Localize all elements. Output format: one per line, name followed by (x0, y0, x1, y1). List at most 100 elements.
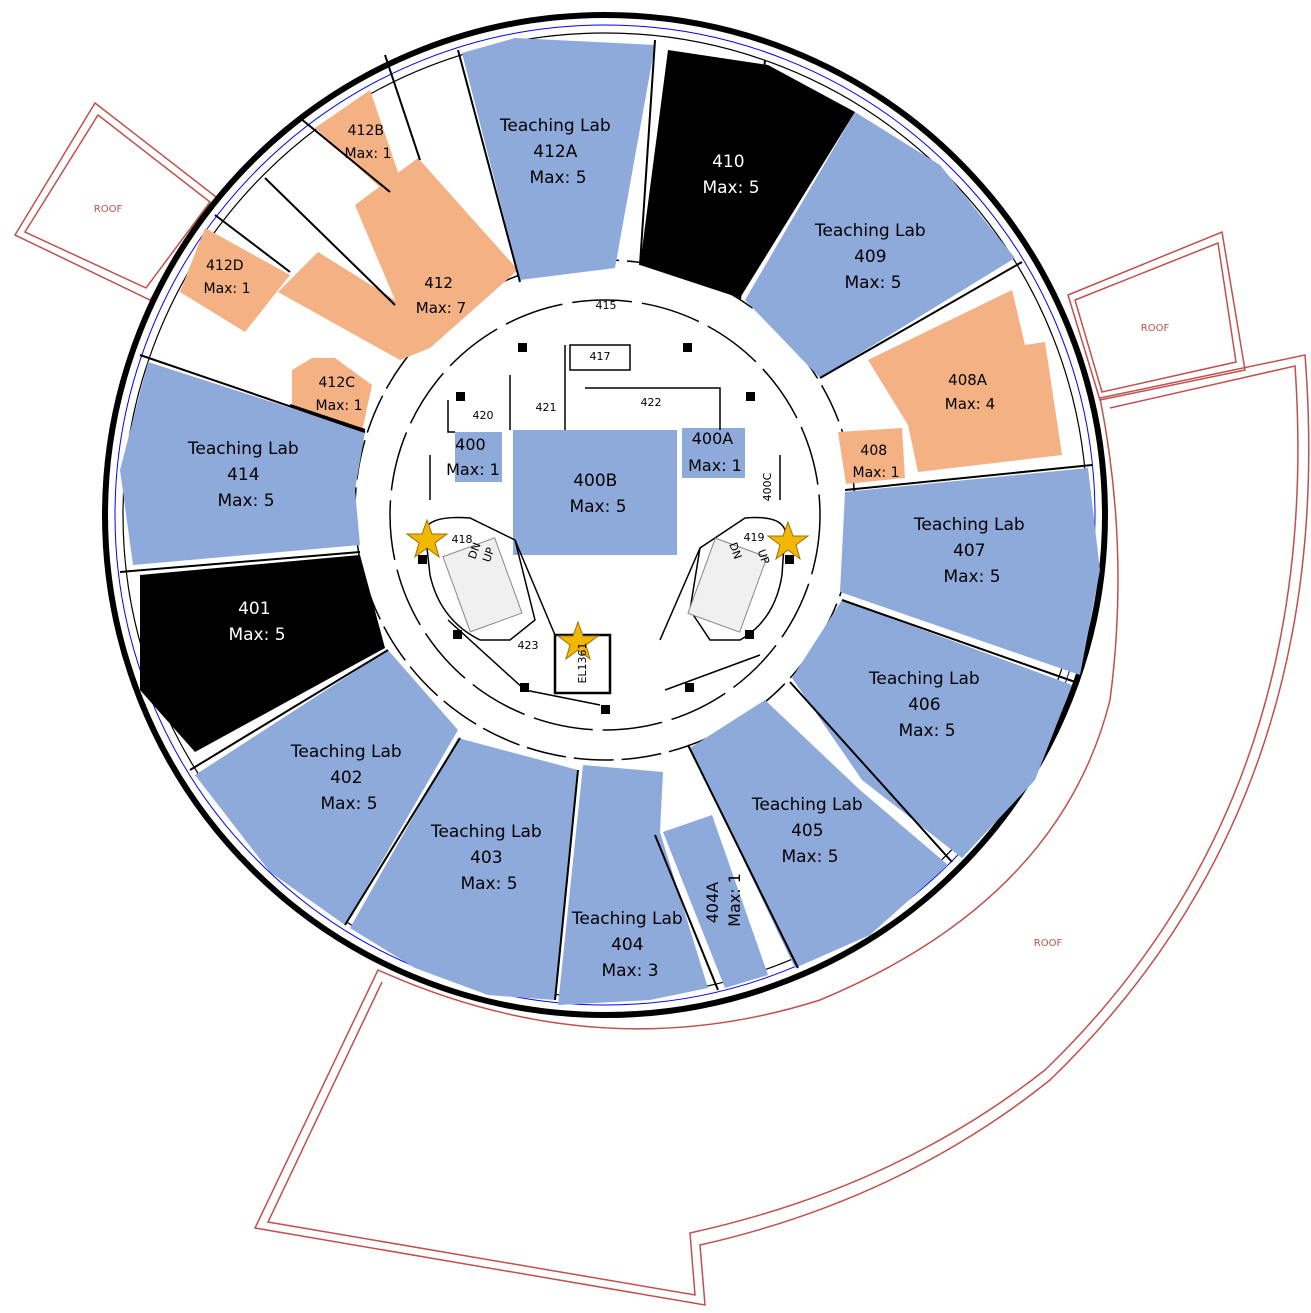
stair-418-outline (424, 516, 536, 641)
wall (664, 654, 761, 691)
room-412A[interactable] (462, 38, 655, 280)
roof-right-outline (1067, 230, 1246, 401)
label-415: 415 (596, 299, 617, 312)
wall (214, 214, 291, 273)
roof-label: ROOF (1141, 323, 1170, 334)
column (418, 555, 427, 564)
room-407[interactable] (840, 468, 1100, 675)
star-icon (556, 620, 600, 661)
room-412D[interactable] (180, 228, 290, 332)
wall (739, 59, 766, 301)
room-412C-label: 412C Max: 1 (315, 375, 362, 414)
room-412B-label: 412B Max: 1 (344, 123, 391, 162)
wall (524, 689, 601, 706)
room-401[interactable] (140, 555, 385, 752)
stair-dn-label: DN (466, 541, 484, 561)
label-EL1361: EL1361 (576, 642, 589, 683)
room-408-label: 408 Max: 1 (852, 443, 899, 481)
core-wall-segment (585, 387, 721, 430)
roof-labels: ROOF ROOF ROOF (94, 204, 1170, 949)
room-400-label: 400 Max: 1 (446, 435, 500, 479)
room-400A-label: 400A Max: 1 (688, 429, 742, 475)
room-404[interactable] (558, 765, 708, 1005)
stair-418-treads (442, 537, 523, 633)
room-412[interactable] (278, 158, 518, 360)
wall (639, 39, 656, 266)
column (683, 343, 692, 352)
room-403-label: Teaching Lab 403 Max: 5 (430, 822, 547, 894)
room-404-label: Teaching Lab 404 Max: 3 (571, 909, 688, 981)
room-405[interactable] (690, 700, 948, 968)
partition-walls (119, 39, 1093, 1001)
wall (264, 177, 396, 306)
wall (844, 464, 1093, 491)
room-414[interactable] (120, 362, 365, 565)
room-401-label: 401 Max: 5 (228, 599, 285, 645)
stair-up-label: UP (755, 548, 772, 567)
room-406[interactable] (792, 600, 1072, 858)
label-417: 417 (590, 350, 611, 363)
room-412B[interactable] (315, 90, 400, 192)
wall (189, 649, 389, 771)
column (453, 630, 462, 639)
wall (299, 117, 391, 193)
label-423: 423 (518, 639, 539, 652)
star-icon (766, 520, 810, 561)
roof-label: ROOF (1034, 938, 1063, 949)
wall (654, 834, 719, 991)
stair-419-outline (689, 516, 786, 641)
wall (789, 681, 953, 863)
label-400C: 400C (761, 472, 774, 501)
room-400B-label: 400B Max: 5 (569, 471, 626, 517)
room-404A-label: 404A Max: 1 (703, 873, 744, 927)
room-400[interactable] (455, 432, 502, 482)
wall (514, 539, 556, 636)
wall (687, 744, 799, 969)
stair-419-treads (687, 537, 768, 633)
wall (289, 404, 366, 431)
room-409-label: Teaching Lab 409 Max: 5 (814, 221, 931, 293)
room-412-label: 412 Max: 7 (416, 274, 466, 317)
roof-label: ROOF (94, 204, 123, 215)
room-402-label: Teaching Lab 402 Max: 5 (290, 742, 407, 814)
stair-up-label: UP (480, 545, 497, 564)
room-402[interactable] (195, 650, 458, 925)
stair-dn-label: DN (726, 541, 744, 561)
room-400A[interactable] (682, 428, 745, 478)
stair-treads (442, 537, 768, 633)
wall (344, 737, 461, 926)
label-422: 422 (641, 396, 662, 409)
column (518, 343, 527, 352)
room-405-label: Teaching Lab 405 Max: 5 (751, 795, 868, 867)
roof-bottom-outline (253, 354, 1310, 1306)
wall (457, 49, 521, 283)
column (520, 683, 529, 692)
rooms (120, 38, 1100, 1005)
wall (119, 551, 361, 573)
room-408[interactable] (838, 428, 905, 484)
room-412D-label: 412D Max: 1 (203, 258, 250, 297)
label-421: 421 (536, 401, 557, 414)
column (601, 705, 610, 714)
room-400B[interactable] (513, 430, 677, 555)
column (456, 392, 465, 401)
room-403[interactable] (350, 738, 578, 1000)
room-408A[interactable] (868, 290, 1062, 472)
star-icon (405, 518, 449, 559)
columns (418, 343, 794, 714)
room-labels: Teaching Lab 412A Max: 5 410 Max: 5 Teac… (187, 116, 1025, 981)
column (746, 392, 755, 401)
room-409[interactable] (745, 112, 1015, 378)
wall (554, 769, 579, 1001)
roof-areas (13, 101, 1310, 1306)
room-410[interactable] (640, 50, 855, 298)
label-419: 419 (744, 531, 765, 544)
room-412C[interactable] (292, 358, 372, 432)
room-404A[interactable] (663, 815, 768, 988)
stars (405, 518, 810, 661)
column (785, 555, 794, 564)
core-wall-segment (447, 400, 455, 433)
room-412A-label: Teaching Lab 412A Max: 5 (499, 116, 616, 188)
column (685, 683, 694, 692)
